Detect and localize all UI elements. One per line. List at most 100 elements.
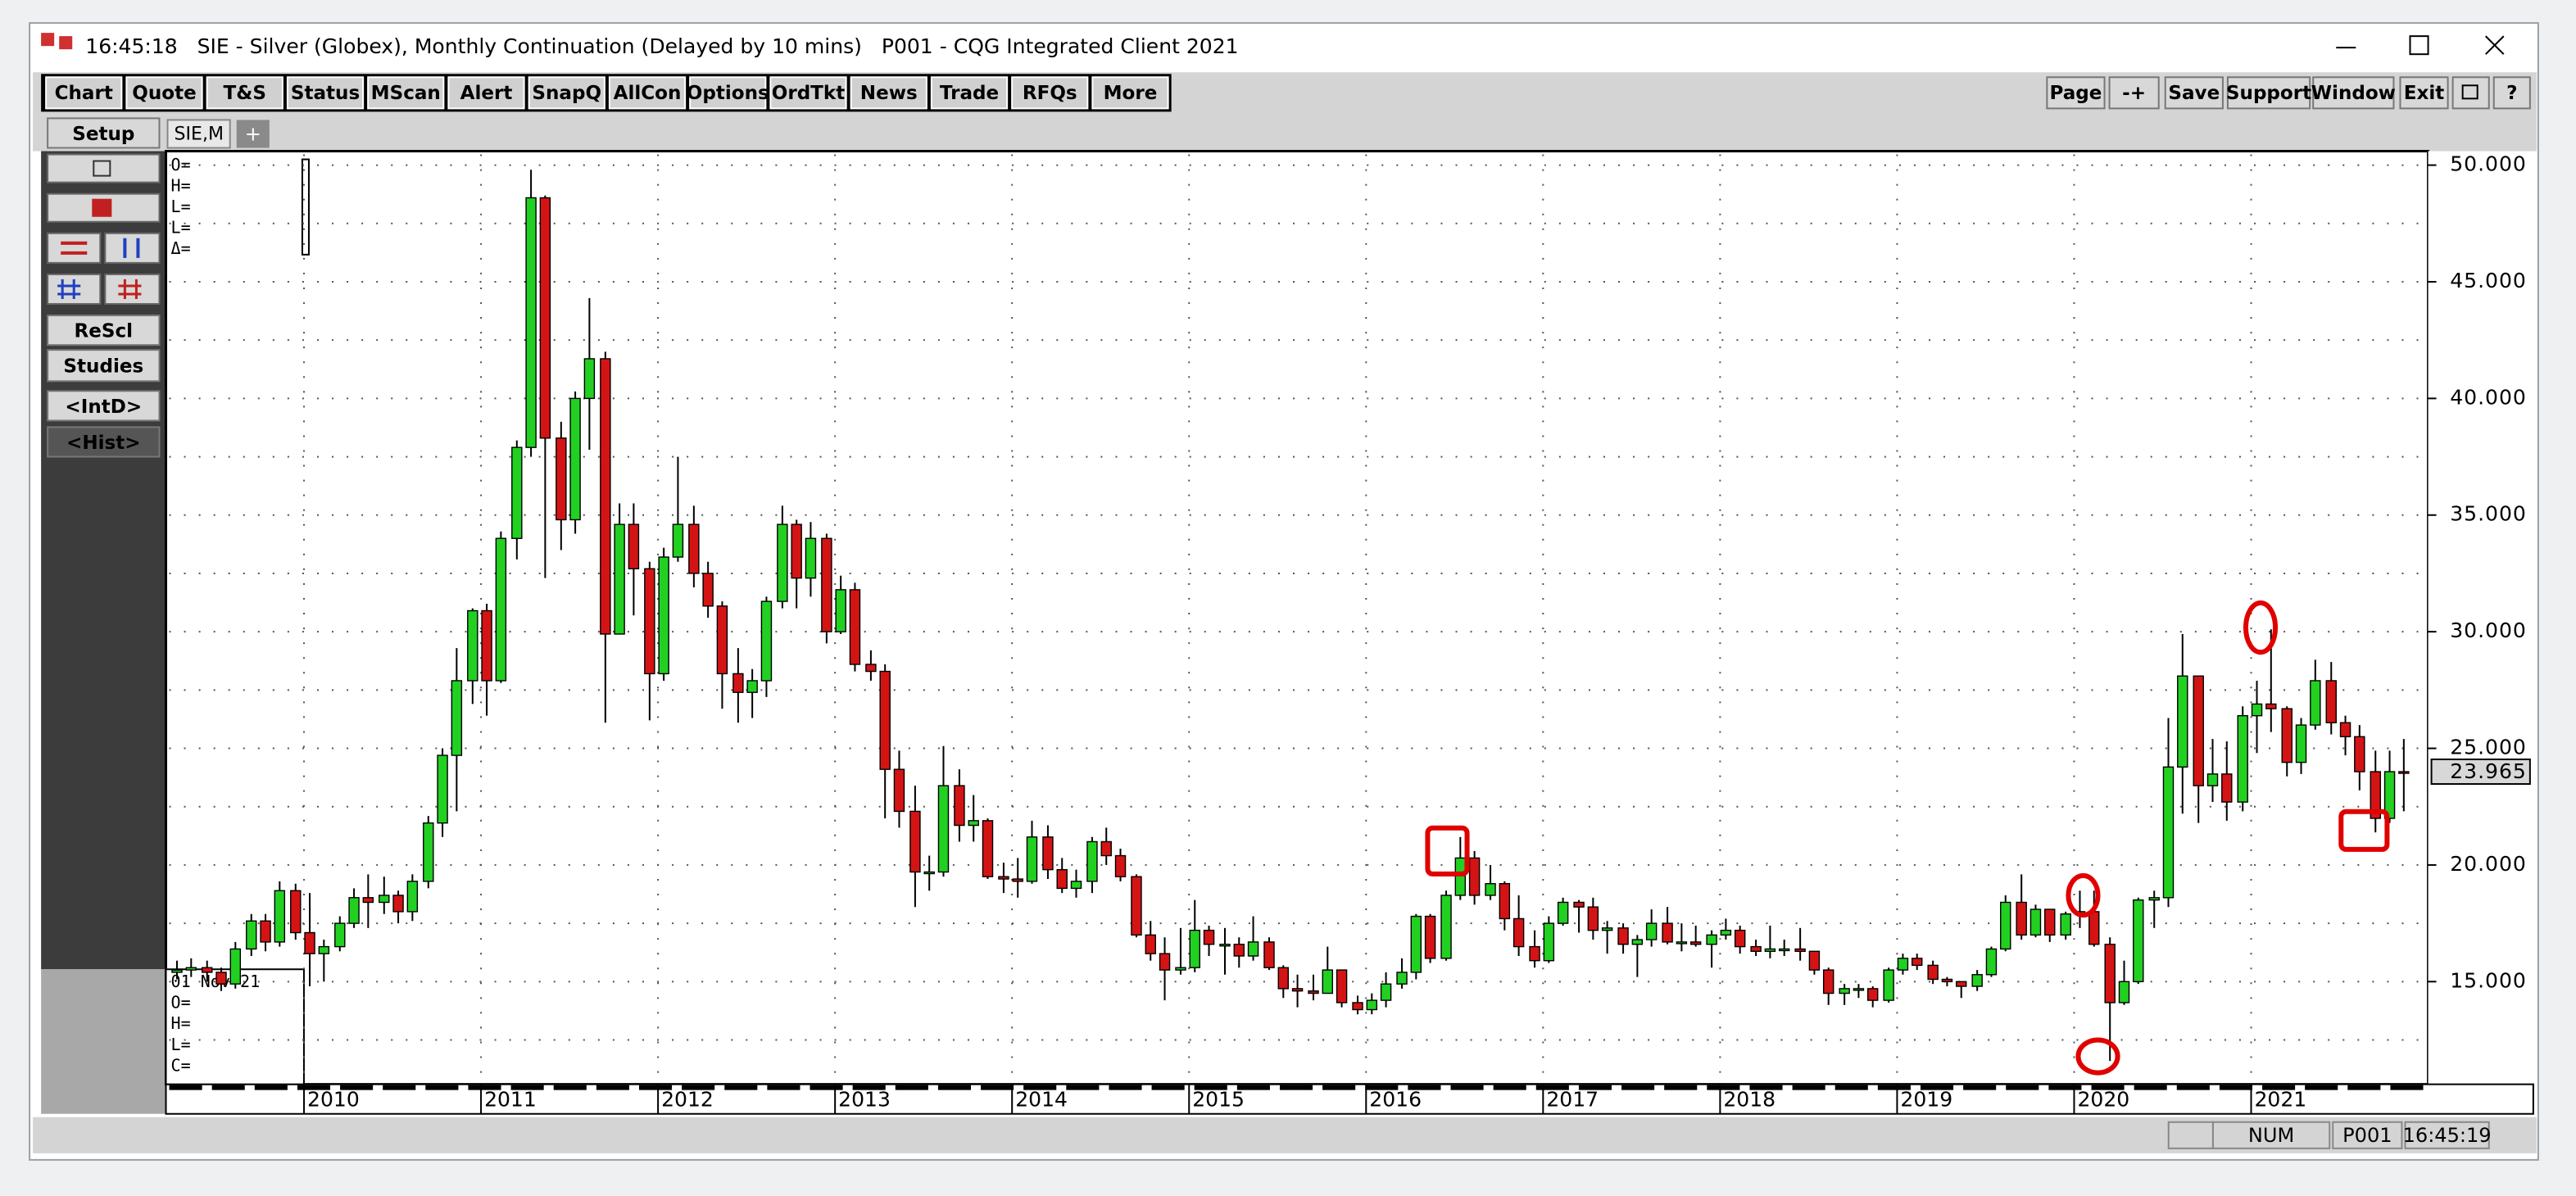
candle-body bbox=[1808, 950, 1821, 971]
button-label: Trade bbox=[940, 83, 999, 104]
right-button[interactable]: -+ bbox=[2108, 76, 2160, 110]
x-tick-label: 2018 bbox=[1723, 1088, 1776, 1112]
button-face bbox=[2399, 76, 2449, 110]
toolbar-button[interactable]: MScan bbox=[367, 76, 445, 110]
toolbar-button[interactable]: News bbox=[850, 76, 927, 110]
toolbar-button[interactable]: Quote bbox=[125, 76, 203, 110]
button-face bbox=[528, 76, 605, 110]
candle-body bbox=[290, 890, 302, 934]
candle-body bbox=[379, 895, 390, 904]
candle-body bbox=[835, 589, 846, 632]
candle-body bbox=[1219, 944, 1231, 947]
right-button[interactable]: Page bbox=[2046, 76, 2106, 110]
right-button[interactable]: Support bbox=[2226, 76, 2311, 110]
candle-body bbox=[1336, 969, 1348, 1003]
toolbar-button[interactable]: More bbox=[1091, 76, 1169, 110]
side-button[interactable]: ReScl bbox=[47, 315, 161, 347]
candle-body bbox=[467, 609, 478, 682]
chart: 15.000 20.000 25.000 30.000 35.000 40.000 45.0… bbox=[169, 152, 2531, 1114]
candle-body bbox=[1853, 988, 1865, 991]
toolbar-button[interactable]: OrdTkt bbox=[769, 76, 847, 110]
icon-button[interactable] bbox=[104, 232, 161, 264]
candle-body bbox=[556, 437, 567, 521]
side-button[interactable]: Studies bbox=[47, 349, 161, 383]
side-button[interactable]: <Hist> bbox=[47, 426, 161, 458]
data-box-label: Δ= bbox=[171, 238, 191, 258]
candle-body bbox=[1764, 948, 1776, 953]
candle-body bbox=[1086, 840, 1098, 882]
icon-button[interactable] bbox=[104, 273, 161, 306]
data-box-label: L= bbox=[171, 197, 191, 216]
button-face bbox=[47, 426, 161, 458]
annotation-box bbox=[2338, 809, 2390, 852]
icon-button[interactable] bbox=[47, 232, 102, 264]
right-button[interactable]: Save bbox=[2164, 76, 2224, 110]
button-label: OrdTkt bbox=[772, 83, 846, 104]
tab-add[interactable] bbox=[236, 120, 270, 148]
candle-body bbox=[1026, 836, 1038, 882]
window-title: 16:45:18 SIE - Silver (Globex), Monthly … bbox=[85, 34, 1238, 58]
candle-body bbox=[1291, 988, 1304, 992]
button-label: More bbox=[1104, 83, 1158, 104]
toolbar-button[interactable]: Trade bbox=[930, 76, 1009, 110]
candle-body bbox=[1631, 939, 1644, 945]
candle-body bbox=[362, 897, 374, 904]
toolbar-button[interactable]: Status bbox=[286, 76, 365, 110]
status-cell bbox=[2404, 1121, 2490, 1149]
toolbar-button[interactable]: T&S bbox=[206, 76, 283, 110]
toolbar-button[interactable]: Options bbox=[687, 76, 769, 110]
annotations bbox=[1425, 600, 2390, 1076]
maximize-button[interactable] bbox=[2409, 35, 2429, 56]
icon-button[interactable] bbox=[47, 193, 161, 223]
icon-buttons bbox=[47, 153, 161, 306]
candle-body bbox=[716, 605, 728, 675]
toolbar-button[interactable]: RFQs bbox=[1011, 76, 1089, 110]
toolbar-button[interactable]: Alert bbox=[447, 76, 525, 110]
candle-body bbox=[909, 810, 921, 873]
candle-body bbox=[879, 670, 891, 770]
button-face bbox=[850, 76, 927, 110]
toolbar-button[interactable]: SnapQ bbox=[528, 76, 605, 110]
candle-body bbox=[1971, 974, 1983, 987]
button-face bbox=[930, 76, 1009, 110]
data-box-label: H= bbox=[171, 176, 191, 196]
candle-body bbox=[1203, 929, 1215, 945]
cursor-box-label: 01 Nov 21 bbox=[171, 972, 261, 991]
close-button[interactable] bbox=[2485, 35, 2505, 55]
button-label: T&S bbox=[224, 83, 266, 104]
candle-body bbox=[998, 876, 1009, 880]
cursor-box-label: C= bbox=[171, 1055, 191, 1075]
button-face bbox=[2046, 76, 2106, 110]
restore-button[interactable] bbox=[2451, 76, 2490, 110]
toolbar-button[interactable]: Chart bbox=[45, 76, 123, 110]
right-button[interactable]: Exit bbox=[2399, 76, 2449, 110]
candle-body bbox=[628, 523, 640, 569]
right-button[interactable]: Window bbox=[2311, 76, 2396, 110]
button-face bbox=[2492, 76, 2531, 110]
x-tick-label: 2015 bbox=[1192, 1088, 1245, 1112]
candle-body bbox=[954, 785, 965, 827]
button-label: Status bbox=[291, 83, 360, 104]
candle-body bbox=[1822, 969, 1834, 994]
toolbar-button[interactable]: AllCon bbox=[608, 76, 687, 110]
candle-body bbox=[2162, 766, 2175, 899]
candle-body bbox=[1499, 883, 1511, 920]
right-button[interactable]: ? bbox=[2492, 76, 2531, 110]
button-face bbox=[2312, 76, 2395, 110]
x-tick-label: 2012 bbox=[661, 1088, 714, 1112]
tab[interactable] bbox=[166, 119, 231, 149]
status-label: P001 bbox=[2342, 1124, 2392, 1147]
status-bar bbox=[33, 1117, 2537, 1153]
tab-add-label: + bbox=[245, 122, 261, 145]
candle-body bbox=[2044, 908, 2056, 936]
side-button[interactable]: Setup bbox=[47, 117, 161, 149]
candle-body bbox=[1100, 840, 1112, 857]
x-tick-label: 2014 bbox=[1015, 1088, 1068, 1112]
print-button[interactable] bbox=[47, 153, 161, 183]
cursor-box-label: H= bbox=[171, 1013, 191, 1033]
side-button[interactable]: <IntD> bbox=[47, 390, 161, 422]
candle-body bbox=[511, 446, 523, 539]
cursor-box-label: O= bbox=[171, 992, 191, 1012]
y-tick-label: 45.000 bbox=[2450, 269, 2527, 292]
